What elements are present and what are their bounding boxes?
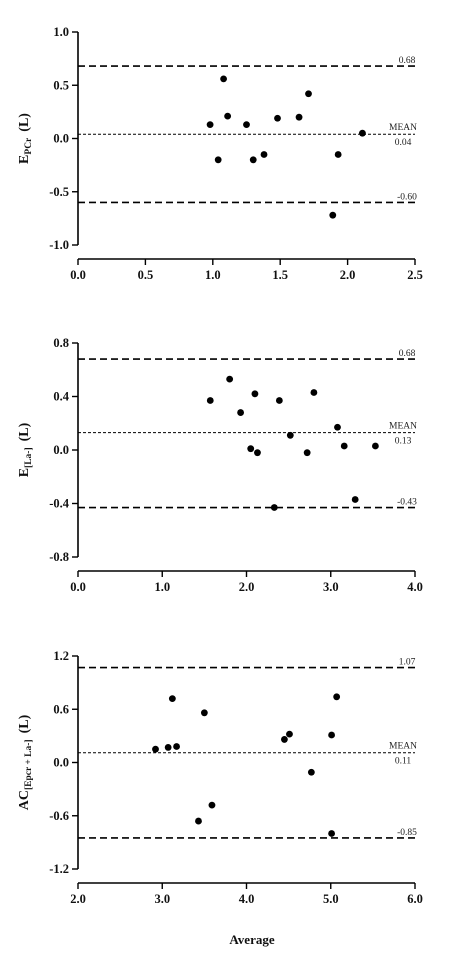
data-point (351, 496, 359, 503)
data-point (328, 830, 335, 837)
x-tick-label: 0.0 (70, 580, 86, 594)
y-axis-label: AC[Epcr + La-](L) (17, 714, 34, 810)
x-tick-label: 6.0 (407, 892, 423, 906)
data-point (243, 121, 250, 129)
data-point (208, 801, 216, 809)
y-axis-label: E[La-](L) (17, 422, 34, 477)
data-point (303, 449, 311, 457)
panel-1: 1.0 0.5 0.0 -0.5 -1.0 0.0 0.5 1.0 1.5 2.0 2.5 0.68 M… (17, 25, 423, 282)
data-point (372, 442, 379, 450)
y-tick-label: 0.0 (53, 756, 69, 770)
data-point (295, 113, 303, 121)
y-tick-label: 1.0 (53, 25, 69, 39)
data-point (247, 445, 255, 453)
lower-limit-label: -0.60 (397, 192, 417, 202)
mean-value-label: 0.11 (395, 757, 412, 767)
data-point (195, 817, 202, 825)
data-point (168, 695, 176, 702)
y-tick-label: 1.2 (53, 649, 69, 663)
y-tick-label: 0.0 (53, 443, 69, 457)
data-point (152, 745, 159, 753)
upper-limit-label: 0.68 (399, 56, 416, 66)
x-tick-label: 3.0 (323, 580, 339, 594)
x-tick-label: 4.0 (407, 580, 423, 594)
x-tick-label: 2.0 (70, 892, 86, 906)
data-point (214, 156, 222, 164)
x-tick-label: 2.0 (340, 268, 356, 282)
data-point (305, 90, 312, 98)
x-tick-label: 2.0 (239, 580, 255, 594)
y-tick-label: 0.8 (53, 336, 69, 350)
upper-limit-label: 1.07 (399, 658, 416, 668)
y-tick-label: 0.5 (53, 78, 69, 92)
x-tick-label: 4.0 (239, 892, 255, 906)
mean-value-label: 0.04 (395, 138, 412, 148)
x-tick-label: 1.0 (154, 580, 170, 594)
data-point (359, 129, 366, 137)
mean-name-label: MEAN (389, 123, 417, 133)
data-point (226, 375, 234, 383)
data-point (328, 731, 335, 739)
y-tick-label: 0.4 (53, 390, 69, 404)
data-point (286, 730, 293, 738)
y-tick-label: 0.6 (53, 702, 69, 716)
x-tick-label: 2.5 (407, 268, 423, 282)
data-point (206, 397, 214, 404)
data-point (206, 121, 214, 129)
data-point (307, 768, 315, 776)
data-point (340, 442, 348, 450)
y-tick-label: 0.0 (53, 132, 69, 146)
data-point (249, 156, 257, 164)
data-point (286, 431, 294, 439)
y-tick-label: -0.6 (49, 809, 69, 823)
data-point (164, 744, 172, 751)
data-point (310, 389, 318, 396)
data-point (200, 709, 208, 717)
x-tick-label: 0.5 (138, 268, 154, 282)
y-tick-label: -0.8 (49, 550, 69, 564)
x-tick-label: 0.0 (70, 268, 86, 282)
data-point (281, 736, 288, 743)
data-point (334, 151, 342, 158)
panels: 1.0 0.5 0.0 -0.5 -1.0 0.0 0.5 1.0 1.5 2.0 2.5 0.68 M… (17, 25, 423, 906)
lower-limit-label: -0.85 (397, 828, 417, 838)
mean-name-label: MEAN (389, 742, 417, 752)
data-point (334, 423, 341, 431)
data-point (224, 112, 232, 120)
data-point (333, 693, 341, 701)
data-point (260, 151, 268, 158)
y-tick-label: -0.5 (49, 185, 69, 199)
mean-name-label: MEAN (389, 422, 417, 432)
x-axis-label: Average (229, 932, 274, 947)
data-point (251, 390, 259, 398)
data-point (254, 449, 261, 457)
x-tick-label: 1.5 (272, 268, 288, 282)
mean-value-label: 0.13 (395, 437, 412, 447)
x-tick-label: 1.0 (205, 268, 221, 282)
upper-limit-label: 0.68 (399, 349, 416, 359)
data-point (275, 397, 283, 404)
panel-2: 0.8 0.4 0.0 -0.4 -0.8 0.0 1.0 2.0 3.0 4.0 0.68 MEAN… (17, 336, 423, 594)
y-tick-label: -1.0 (49, 238, 69, 252)
data-point (220, 75, 227, 83)
y-axis-label: EPCr(L) (17, 113, 34, 164)
x-tick-label: 3.0 (154, 892, 170, 906)
y-tick-label: -0.4 (49, 497, 70, 511)
data-point (270, 504, 278, 511)
y-tick-label: -1.2 (49, 862, 69, 876)
data-point (237, 409, 245, 416)
panel-3: 1.2 0.6 0.0 -0.6 -1.2 2.0 3.0 4.0 5.0 6.0 1.07 MEAN… (17, 649, 423, 906)
data-point (173, 743, 180, 750)
data-point (274, 114, 281, 122)
lower-limit-label: -0.43 (397, 498, 417, 508)
x-tick-label: 5.0 (323, 892, 339, 906)
data-point (329, 211, 337, 219)
